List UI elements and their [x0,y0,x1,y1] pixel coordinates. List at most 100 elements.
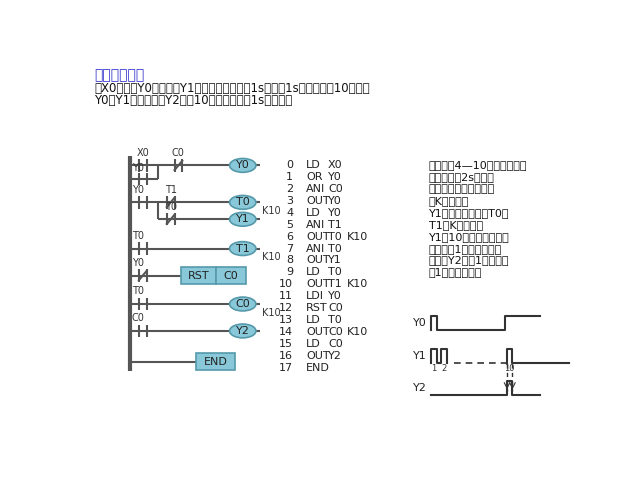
Text: OUT: OUT [307,196,330,206]
Text: 13: 13 [279,315,293,325]
Text: OUT: OUT [307,255,330,265]
Text: ANI: ANI [307,243,326,253]
Text: 要求的Y2接通1秒，只是: 要求的Y2接通1秒，只是 [429,255,509,265]
Text: X0: X0 [136,148,149,158]
Text: K10: K10 [348,327,369,337]
Ellipse shape [230,297,256,311]
Text: 计数次数通过改变计数: 计数次数通过改变计数 [429,184,495,194]
Text: C0: C0 [328,327,343,337]
Text: Y0: Y0 [236,160,250,170]
Text: X0: X0 [328,160,342,170]
Text: C0: C0 [132,313,145,323]
FancyBboxPatch shape [216,267,246,284]
Text: K10: K10 [348,279,369,289]
Text: C0: C0 [224,271,239,280]
Text: 2: 2 [441,364,447,373]
Text: 12: 12 [279,303,293,313]
Text: LDI: LDI [307,291,324,301]
Text: T1: T1 [328,220,342,230]
Text: 16: 16 [279,351,293,361]
Text: Y0: Y0 [328,172,342,182]
Text: 1: 1 [286,172,293,182]
Text: 10: 10 [279,279,293,289]
Text: 1: 1 [431,364,436,373]
Text: Y1再10个上升沿脉冲后: Y1再10个上升沿脉冲后 [429,232,509,241]
Text: LD: LD [307,315,321,325]
Text: 9: 9 [286,267,293,277]
Text: C0: C0 [236,299,250,309]
Text: Y1: Y1 [413,350,428,360]
Text: LD: LD [307,160,321,170]
Text: OR: OR [307,172,323,182]
Text: END: END [204,357,228,367]
Text: 输出周期为2s脉冲；: 输出周期为2s脉冲； [429,172,495,182]
Text: 14: 14 [279,327,293,337]
Text: OUT: OUT [307,232,330,241]
Text: K10: K10 [348,232,369,241]
Ellipse shape [230,324,256,338]
Text: T0: T0 [132,286,144,296]
Text: 多1个扫描周期。: 多1个扫描周期。 [429,267,482,277]
Text: Y2: Y2 [236,326,250,336]
Ellipse shape [230,212,256,226]
Text: T0: T0 [132,231,144,241]
Text: LD: LD [307,267,321,277]
Text: 7: 7 [286,243,293,253]
Text: T0: T0 [328,243,342,253]
Text: 4: 4 [286,208,293,218]
Text: 当X0合上，Y0有输出；Y1的输出状态是合上1s，关断1s，连续计数10次后，: 当X0合上，Y0有输出；Y1的输出状态是合上1s，关断1s，连续计数10次后， [94,82,369,95]
FancyBboxPatch shape [196,353,235,370]
Ellipse shape [230,158,256,172]
Text: ANI: ANI [307,220,326,230]
Text: 8: 8 [286,255,293,265]
Text: 6: 6 [286,232,293,241]
Text: 说明：从4—10为震荡电路，: 说明：从4—10为震荡电路， [429,160,527,170]
Text: Y1: Y1 [236,214,250,224]
Text: LD: LD [307,339,321,349]
Text: RST: RST [307,303,328,313]
Text: T0: T0 [328,232,342,241]
Text: END: END [307,363,330,373]
Text: OUT: OUT [307,327,330,337]
Text: C0: C0 [328,339,343,349]
Text: 15: 15 [279,339,293,349]
Text: 例：计数电路: 例：计数电路 [94,68,144,83]
Text: T1: T1 [164,185,177,195]
Text: Y0: Y0 [413,318,428,328]
Text: Y1输出脉冲周期由T0、: Y1输出脉冲周期由T0、 [429,208,509,218]
Text: T1: T1 [236,243,250,253]
Text: C0: C0 [328,184,343,194]
Text: Y0: Y0 [132,163,144,173]
Text: LD: LD [307,208,321,218]
Text: T0: T0 [164,202,177,212]
Text: K10: K10 [262,252,281,263]
Text: T1、K值确定。: T1、K值确定。 [429,220,483,230]
Text: T0: T0 [328,315,342,325]
Text: T1: T1 [328,279,342,289]
Text: Y0: Y0 [132,185,144,195]
Text: Y2: Y2 [328,351,342,361]
Text: Y1: Y1 [328,255,342,265]
Text: K10: K10 [262,308,281,318]
Text: 0: 0 [286,160,293,170]
Text: RST: RST [188,271,209,280]
Text: 5: 5 [286,220,293,230]
Text: 11: 11 [279,291,293,301]
Text: 17: 17 [279,363,293,373]
Text: T0: T0 [328,267,342,277]
Text: Y0: Y0 [328,208,342,218]
Text: C0: C0 [172,148,185,158]
FancyBboxPatch shape [180,267,216,284]
Text: K10: K10 [262,206,281,216]
Text: Y0、Y1停止输出；Y2在第10个脉冲时合上1s后关断。: Y0、Y1停止输出；Y2在第10个脉冲时合上1s后关断。 [94,94,292,107]
Ellipse shape [230,195,256,209]
Text: C0: C0 [328,303,343,313]
Text: 3: 3 [286,196,293,206]
Ellipse shape [230,241,256,255]
Text: ANI: ANI [307,184,326,194]
Text: 刚好延时1秒，作为题意: 刚好延时1秒，作为题意 [429,243,502,253]
Text: Y0: Y0 [328,196,342,206]
Text: T0: T0 [236,197,250,207]
Text: Y0: Y0 [328,291,342,301]
Text: Y2: Y2 [413,383,428,393]
